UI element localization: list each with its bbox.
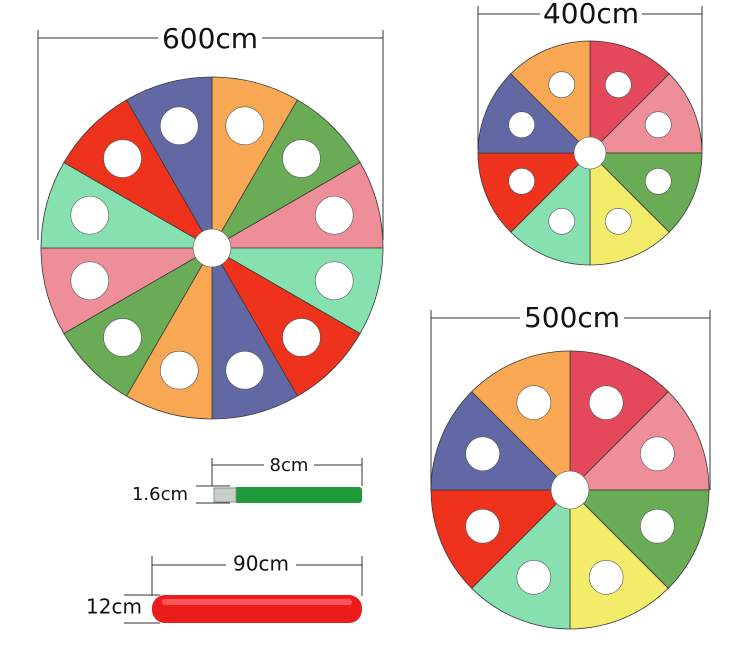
wheel-center xyxy=(550,470,590,510)
label-bg xyxy=(226,553,296,577)
wheel-hole xyxy=(516,385,552,420)
wheel-segment xyxy=(477,152,591,233)
wheel-hole xyxy=(644,167,672,195)
wheel-segment xyxy=(63,99,214,250)
dimension-label: 600cm xyxy=(162,22,258,55)
wheel-hole xyxy=(644,111,672,139)
wheel-segment xyxy=(569,489,710,589)
wheel-hole xyxy=(282,318,321,357)
wheel-segment xyxy=(210,246,361,397)
wheel-hole xyxy=(465,508,500,544)
dimension-label: 400cm xyxy=(543,0,639,30)
label-bg xyxy=(264,455,314,475)
strap-band xyxy=(234,487,362,503)
wheel-hole xyxy=(640,508,675,544)
wheel-segment xyxy=(589,152,670,266)
wheel-segment xyxy=(63,246,214,397)
dimension-label: 1.6cm xyxy=(132,484,188,505)
dimension-label: 8cm xyxy=(270,455,309,476)
dimension-label: 12cm xyxy=(86,595,142,619)
wheel-hole xyxy=(548,71,576,99)
wheel-hole xyxy=(103,318,142,357)
wheel-hole xyxy=(548,207,576,235)
wheel-segment xyxy=(569,391,710,491)
wheel-hole xyxy=(225,350,265,390)
foam-bar-shine xyxy=(162,599,352,605)
wheel-segment xyxy=(471,489,571,630)
wheel-segment xyxy=(471,350,571,491)
label-bg xyxy=(158,22,262,54)
wheel-hole xyxy=(588,385,624,420)
wheel-hole xyxy=(516,560,552,595)
wheel-hole xyxy=(159,350,199,390)
wheel-segment xyxy=(569,350,669,491)
wheel-hole xyxy=(604,207,632,235)
wheel-hole xyxy=(70,195,110,235)
wheel-hole xyxy=(508,167,536,195)
wheel-hole xyxy=(465,436,500,472)
dimension-medium: 500cm xyxy=(430,301,711,490)
strap: 8cm 1.6cm xyxy=(132,455,363,505)
wheel-segment xyxy=(477,73,591,154)
wheel-segment xyxy=(569,489,669,630)
wheel-hole xyxy=(314,261,354,301)
wheel-hole xyxy=(159,106,199,146)
wheel-segment xyxy=(589,40,670,154)
dimension-large: 600cm xyxy=(37,22,384,240)
wheel-hole xyxy=(225,106,265,146)
wheel-center xyxy=(573,136,607,170)
wheel-hole xyxy=(282,139,321,178)
wheel-hole xyxy=(508,111,536,139)
wheels xyxy=(40,40,710,630)
wheel-segment xyxy=(589,152,703,233)
wheel-segment xyxy=(430,489,571,589)
label-bg xyxy=(520,302,624,334)
strap-buckle xyxy=(213,487,237,503)
wheel-hole xyxy=(640,436,675,472)
wheel-hole xyxy=(604,71,632,99)
wheel-hole xyxy=(103,139,142,178)
wheel-segment xyxy=(510,152,591,266)
wheel-hole xyxy=(588,560,624,595)
dimension-label: 500cm xyxy=(524,301,620,334)
wheel-segment xyxy=(210,99,361,250)
foam-bar: 90cm 12cm xyxy=(86,552,363,624)
wheel-segment xyxy=(510,40,591,154)
dimension-small: 400cm xyxy=(477,0,703,150)
wheel-segment xyxy=(589,73,703,154)
wheel-hole xyxy=(314,195,354,235)
label-bg xyxy=(540,0,642,30)
wheel-center xyxy=(192,228,232,268)
dimension-label: 90cm xyxy=(233,552,289,576)
wheel-hole xyxy=(70,261,110,301)
